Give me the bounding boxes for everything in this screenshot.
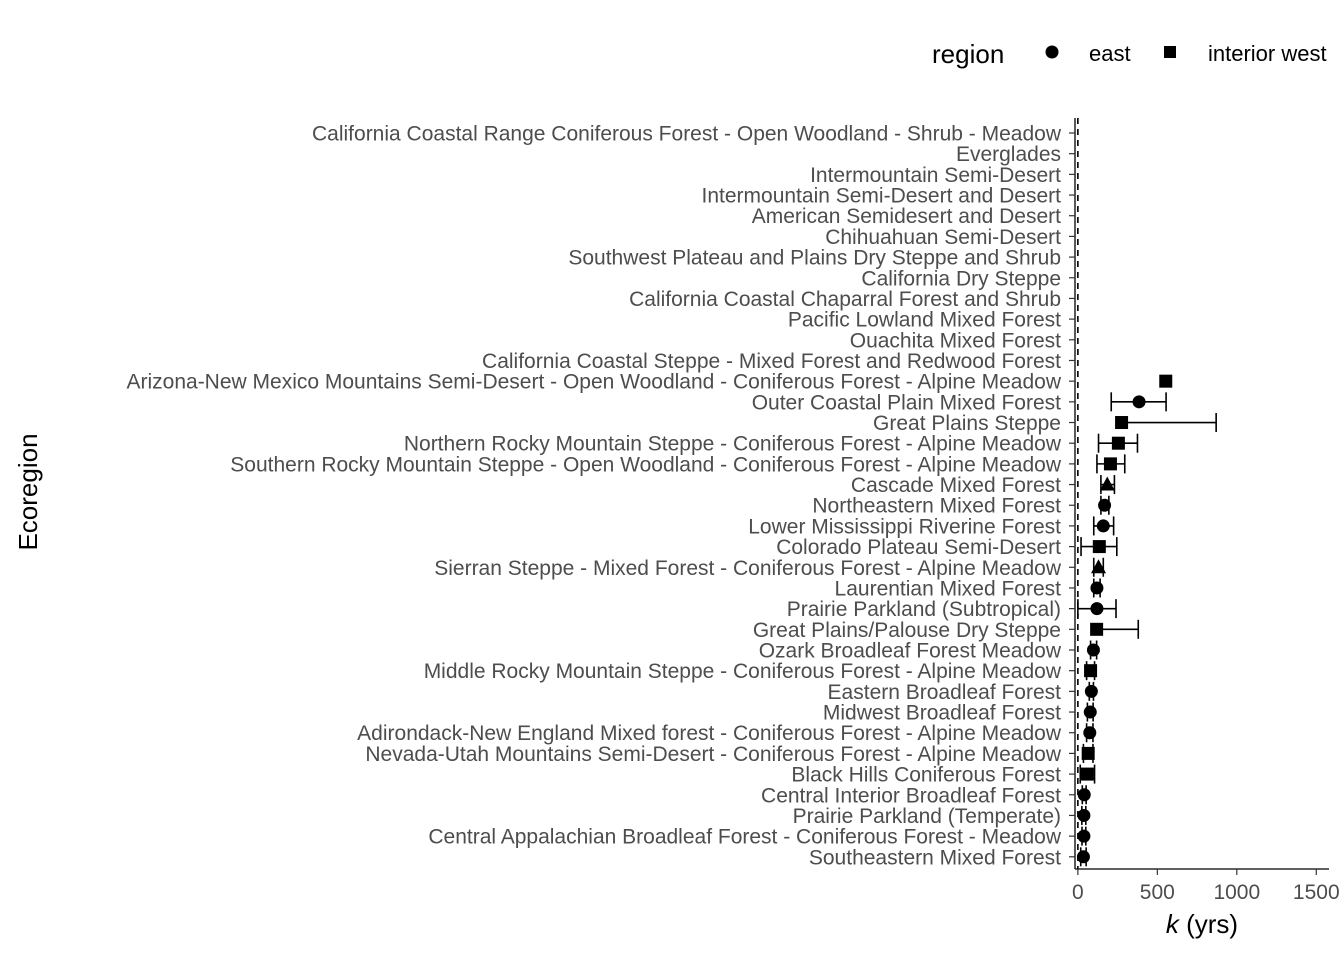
point-east <box>1077 829 1091 843</box>
category-label-sierran-steppe-mixed-forest-coniferous-forest-alpine-meadow: Sierran Steppe - Mixed Forest - Conifero… <box>434 557 1062 580</box>
point-interior-west <box>1159 374 1173 388</box>
category-label-chihuahuan-semi-desert: Chihuahuan Semi-Desert <box>825 226 1061 249</box>
point-interior-west <box>1081 746 1095 760</box>
x-tick-label-1000: 1000 <box>1213 881 1260 904</box>
category-label-central-appalachian-broadleaf-forest-coniferous-forest-meadow: Central Appalachian Broadleaf Forest - C… <box>428 826 1061 849</box>
point-east <box>1090 581 1104 595</box>
point-triangle <box>1099 476 1115 491</box>
legend-marker-interior-west <box>1164 46 1176 58</box>
point-interior-west <box>1103 457 1117 471</box>
point-interior-west <box>1090 622 1104 636</box>
point-interior-west <box>1080 767 1094 781</box>
category-label-intermountain-semi-desert: Intermountain Semi-Desert <box>810 164 1061 187</box>
category-label-outer-coastal-plain-mixed-forest: Outer Coastal Plain Mixed Forest <box>752 391 1061 414</box>
category-label-northeastern-mixed-forest: Northeastern Mixed Forest <box>812 495 1061 518</box>
point-east <box>1077 808 1091 822</box>
category-label-black-hills-coniferous-forest: Black Hills Coniferous Forest <box>791 764 1061 787</box>
category-label-adirondack-new-england-mixed-forest-coniferous-forest-alpine-meadow: Adirondack-New England Mixed forest - Co… <box>357 722 1062 745</box>
data-points <box>1076 374 1173 864</box>
point-interior-west <box>1115 416 1129 430</box>
category-label-california-dry-steppe: California Dry Steppe <box>861 267 1061 290</box>
category-label-cascade-mixed-forest: Cascade Mixed Forest <box>851 474 1061 497</box>
category-label-colorado-plateau-semi-desert: Colorado Plateau Semi-Desert <box>776 536 1061 559</box>
category-label-great-plains-palouse-dry-steppe: Great Plains/Palouse Dry Steppe <box>753 619 1061 642</box>
point-east <box>1084 684 1098 698</box>
category-label-arizona-new-mexico-mountains-semi-desert-open-woodland-coniferous-forest-alpine-meadow: Arizona-New Mexico Mountains Semi-Desert… <box>126 371 1061 394</box>
point-east <box>1083 705 1097 719</box>
legend-label-interior-west: interior west <box>1208 41 1327 66</box>
x-axis-title-rest: (yrs) <box>1179 909 1238 939</box>
point-east <box>1096 519 1110 533</box>
category-label-pacific-lowland-mixed-forest: Pacific Lowland Mixed Forest <box>788 309 1061 332</box>
point-east <box>1077 788 1091 802</box>
category-label-california-coastal-steppe-mixed-forest-and-redwood-forest: California Coastal Steppe - Mixed Forest… <box>482 350 1061 373</box>
point-east <box>1086 643 1100 657</box>
x-axis-title: k (yrs) <box>1166 909 1238 939</box>
category-label-nevada-utah-mountains-semi-desert-coniferous-forest-alpine-meadow: Nevada-Utah Mountains Semi-Desert - Coni… <box>365 743 1061 766</box>
category-label-prairie-parkland-subtropical: Prairie Parkland (Subtropical) <box>787 598 1061 621</box>
y-axis-title: Ecoregion <box>13 433 43 550</box>
category-label-intermountain-semi-desert-and-desert: Intermountain Semi-Desert and Desert <box>702 185 1062 208</box>
category-label-southwest-plateau-and-plains-dry-steppe-and-shrub: Southwest Plateau and Plains Dry Steppe … <box>568 247 1061 270</box>
point-east <box>1083 726 1097 740</box>
category-label-southern-rocky-mountain-steppe-open-woodland-coniferous-forest-alpine-meadow: Southern Rocky Mountain Steppe - Open Wo… <box>230 453 1062 476</box>
legend: region east interior west <box>932 39 1327 69</box>
point-east <box>1090 602 1104 616</box>
x-tick-label-1500: 1500 <box>1293 881 1340 904</box>
legend-marker-east <box>1045 45 1059 59</box>
category-label-ozark-broadleaf-forest-meadow: Ozark Broadleaf Forest Meadow <box>759 640 1062 663</box>
point-interior-west <box>1111 436 1125 450</box>
category-label-american-semidesert-and-desert: American Semidesert and Desert <box>752 205 1061 228</box>
category-label-lower-mississippi-riverine-forest: Lower Mississippi Riverine Forest <box>748 515 1061 538</box>
category-label-northern-rocky-mountain-steppe-coniferous-forest-alpine-meadow: Northern Rocky Mountain Steppe - Conifer… <box>404 433 1062 456</box>
category-label-central-interior-broadleaf-forest: Central Interior Broadleaf Forest <box>761 784 1061 807</box>
category-labels: California Coastal Range Coniferous Fore… <box>126 123 1061 870</box>
category-label-eastern-broadleaf-forest: Eastern Broadleaf Forest <box>828 681 1062 704</box>
point-east <box>1132 395 1146 409</box>
x-ticks: 0 500 1000 1500 <box>1072 869 1340 904</box>
point-interior-west <box>1084 664 1098 678</box>
x-tick-label-500: 500 <box>1140 881 1175 904</box>
category-label-southeastern-mixed-forest: Southeastern Mixed Forest <box>809 846 1061 869</box>
y-ticks <box>1069 132 1075 858</box>
category-label-midwest-broadleaf-forest: Midwest Broadleaf Forest <box>823 702 1061 725</box>
legend-label-east: east <box>1089 41 1131 66</box>
x-tick-label-0: 0 <box>1072 881 1084 904</box>
category-label-prairie-parkland-temperate: Prairie Parkland (Temperate) <box>793 805 1061 828</box>
x-axis-title-italic: k <box>1166 909 1181 939</box>
legend-title: region <box>932 39 1004 69</box>
category-label-everglades: Everglades <box>956 143 1061 166</box>
point-east <box>1076 850 1090 864</box>
category-label-california-coastal-chaparral-forest-and-shrub: California Coastal Chaparral Forest and … <box>629 288 1061 311</box>
category-label-laurentian-mixed-forest: Laurentian Mixed Forest <box>835 577 1062 600</box>
category-label-middle-rocky-mountain-steppe-coniferous-forest-alpine-meadow: Middle Rocky Mountain Steppe - Coniferou… <box>424 660 1062 683</box>
point-east <box>1098 498 1112 512</box>
category-label-ouachita-mixed-forest: Ouachita Mixed Forest <box>850 329 1061 352</box>
point-triangle <box>1091 559 1107 574</box>
category-label-great-plains-steppe: Great Plains Steppe <box>873 412 1061 435</box>
point-interior-west <box>1092 540 1106 554</box>
category-label-california-coastal-range-coniferous-forest-open-woodland-shrub-meadow: California Coastal Range Coniferous Fore… <box>312 123 1062 146</box>
